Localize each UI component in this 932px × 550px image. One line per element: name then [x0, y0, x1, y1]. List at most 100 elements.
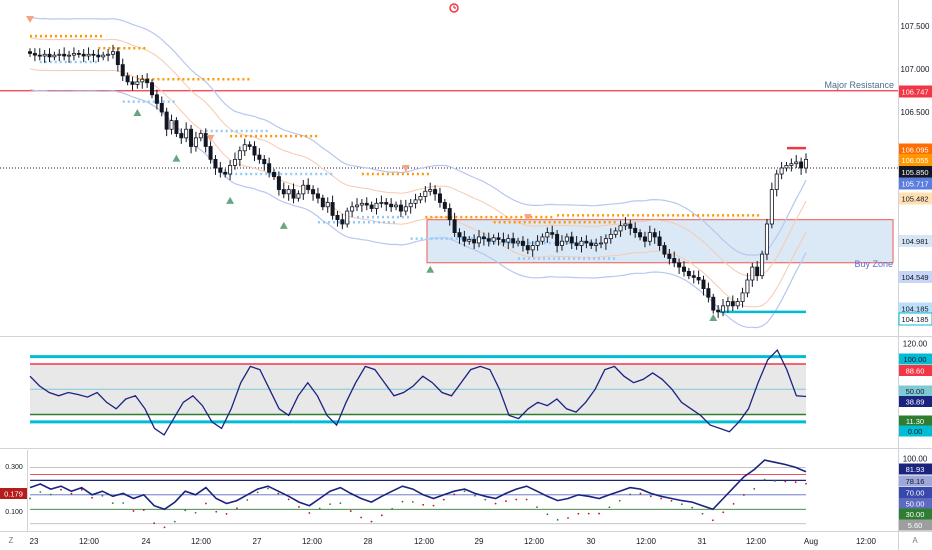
signal-dot	[701, 512, 704, 515]
candle-body	[745, 279, 750, 294]
candle-body	[86, 53, 91, 57]
candle-body	[154, 94, 159, 104]
signal-dot	[194, 511, 197, 514]
price-tag-bg	[899, 85, 932, 98]
candle-body	[760, 253, 765, 277]
left-scale: 0.300 0.100 0.179	[0, 464, 27, 516]
candle-body	[169, 120, 174, 130]
candle-body	[281, 189, 286, 195]
candle-body	[42, 53, 47, 57]
price-tag-bg	[899, 192, 932, 205]
candle-body	[223, 171, 228, 175]
candle-body	[799, 161, 804, 169]
envelope-band-2	[29, 37, 807, 277]
candle-body	[91, 53, 96, 56]
alarm-clock-icon[interactable]	[449, 3, 459, 13]
signal-dot	[360, 516, 362, 519]
candle-body	[642, 236, 647, 242]
candle-body	[76, 53, 81, 55]
envelope-band-0	[29, 16, 807, 256]
signal-dot	[267, 487, 269, 490]
candle-body	[218, 167, 223, 173]
candle-body	[550, 232, 555, 235]
candle-body	[555, 233, 560, 246]
candle-body	[530, 245, 535, 251]
price-tag-bg	[899, 154, 932, 166]
candle-body	[716, 309, 721, 313]
time-tick: 31	[698, 537, 707, 546]
candle-body	[755, 266, 760, 277]
candle-body	[135, 81, 140, 85]
candle-body	[350, 206, 355, 212]
left-tick: 0.100	[5, 509, 23, 516]
signal-dot	[691, 506, 694, 509]
candle-body	[779, 167, 784, 175]
price-overlays	[29, 16, 807, 329]
signal-dot	[567, 517, 569, 519]
candle-body	[423, 190, 428, 197]
signal-dot	[215, 510, 218, 513]
candle-body	[359, 202, 364, 206]
candle-body	[769, 189, 774, 225]
price-tag-bg	[899, 271, 932, 283]
candle-body	[525, 245, 530, 251]
major-resistance-label: Major Resistance	[824, 80, 894, 90]
candle-body	[433, 189, 438, 195]
candle-body	[657, 236, 662, 246]
time-tick: 12:00	[414, 537, 435, 546]
candle-body	[110, 51, 115, 55]
candle-body	[413, 199, 418, 204]
price-tag-label: 105.482	[901, 195, 928, 204]
candle-body	[574, 242, 579, 246]
candle-body	[340, 219, 345, 225]
candle-body	[672, 258, 677, 264]
price-tick: 107.500	[901, 22, 930, 31]
candle-body	[618, 225, 623, 232]
rsi-tag-bg	[899, 519, 932, 531]
buy-signal-icon	[226, 196, 235, 204]
price-tag-bg	[899, 177, 932, 190]
candle-body	[794, 161, 799, 165]
price-tag-label: 106.747	[901, 88, 928, 97]
time-axis[interactable]: 23 12:00 24 12:00 27 12:00 28 12:00 29 12:00 30 12:…	[30, 537, 877, 546]
buy-zone-label: Buy Zone	[854, 259, 893, 269]
auto-scale-label[interactable]: A	[912, 536, 918, 545]
signal-dot	[743, 494, 745, 496]
rsi-tick: 100.00	[903, 455, 928, 464]
osc-tag-label: 0.00	[908, 427, 923, 436]
signal-dot	[608, 506, 611, 509]
signal-dot	[711, 519, 714, 522]
osc-tag-bg	[899, 353, 932, 365]
time-tick: 27	[253, 537, 262, 546]
signal-dot	[784, 480, 787, 483]
signal-dot	[774, 480, 776, 482]
osc-tag-label: 38.89	[906, 398, 925, 407]
candle-body	[193, 137, 198, 147]
time-tick: 12:00	[302, 537, 323, 546]
candle-body	[286, 189, 291, 195]
signal-dot	[753, 487, 756, 490]
candle-body	[774, 173, 779, 190]
oscillator-pane[interactable]: 120.00 100.00 88.60 50.00 38.89 11.300.00	[29, 340, 932, 437]
candle-body	[159, 102, 164, 113]
price-tag-bg	[899, 166, 932, 178]
signal-dot	[308, 512, 311, 514]
signal-dot	[298, 506, 300, 508]
candle-body	[491, 237, 496, 242]
price-scale[interactable]: 107.500107.000106.500105.500106.747106.0…	[898, 22, 932, 326]
signal-dot	[256, 491, 259, 494]
candle-body	[354, 204, 359, 208]
signal-dot	[318, 507, 321, 510]
candle-body	[520, 240, 525, 246]
signal-dot	[391, 507, 394, 510]
candle-body	[447, 208, 452, 221]
candle-body	[545, 232, 550, 238]
price-tag-label: 105.850	[901, 168, 928, 177]
candle-body	[608, 233, 613, 240]
signal-dot	[598, 512, 600, 515]
candle-body	[540, 236, 545, 242]
signal-dot	[722, 511, 725, 514]
signal-dot	[442, 498, 445, 501]
